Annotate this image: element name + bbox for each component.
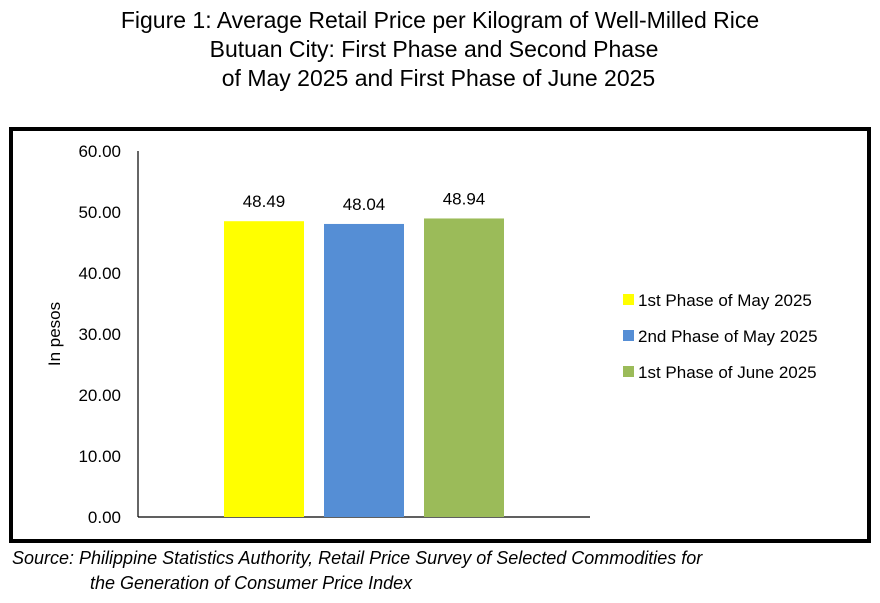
y-tick-label: 60.00: [78, 142, 121, 161]
y-axis: 0.00 10.00 20.00 30.00 40.00 50.00 60.00: [78, 142, 590, 527]
legend-swatch: [623, 330, 634, 341]
chart-frame: [9, 127, 871, 543]
y-axis-label: In pesos: [45, 302, 64, 366]
y-tick-label: 10.00: [78, 447, 121, 466]
legend-label: 1st Phase of May 2025: [638, 291, 812, 310]
y-tick-label: 40.00: [78, 264, 121, 283]
title-line-3: of May 2025 and First Phase of June 2025: [221, 65, 656, 91]
title-line-1: Figure 1: Average Retail Price per Kilog…: [120, 7, 760, 33]
data-label: 48.49: [243, 192, 286, 211]
legend: 1st Phase of May 2025 2nd Phase of May 20…: [623, 291, 818, 382]
legend-swatch: [623, 294, 634, 305]
bar: [424, 218, 504, 517]
source-line-2: the Generation of Consumer Price Index: [90, 573, 413, 593]
bar: [324, 223, 404, 517]
y-tick-label: 0.00: [88, 508, 121, 527]
title-line-2: Butuan City: First Phase and Second Phas…: [209, 36, 659, 62]
legend-swatch: [623, 366, 634, 377]
bar: [224, 221, 304, 517]
y-tick-label: 20.00: [78, 386, 121, 405]
legend-label: 2nd Phase of May 2025: [638, 327, 818, 346]
y-tick-label: 30.00: [78, 325, 121, 344]
legend-label: 1st Phase of June 2025: [638, 363, 817, 382]
bars: 48.49 48.04 48.94: [224, 189, 504, 517]
chart-title: Figure 1: Average Retail Price per Kilog…: [0, 6, 880, 93]
data-label: 48.94: [443, 189, 486, 208]
source-note: Source: Philippine Statistics Authority,…: [12, 546, 702, 596]
data-label: 48.04: [343, 195, 386, 214]
source-line-1: Source: Philippine Statistics Authority,…: [12, 548, 703, 568]
y-tick-label: 50.00: [78, 203, 121, 222]
